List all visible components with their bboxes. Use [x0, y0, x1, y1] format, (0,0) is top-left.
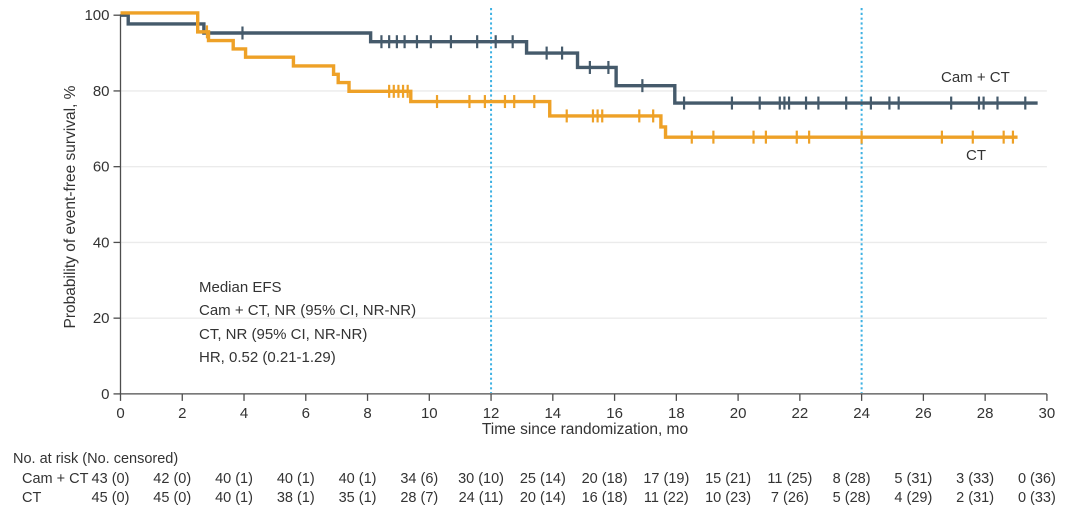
svg-text:4: 4 [240, 405, 248, 422]
risk-cell: 28 (7) [400, 490, 439, 506]
risk-cell: 43 (0) [91, 471, 130, 487]
series-label-ct: CT [966, 147, 986, 164]
risk-cell: 10 (23) [705, 490, 752, 506]
svg-text:6: 6 [302, 405, 310, 422]
risk-cell: 40 (1) [215, 471, 253, 487]
svg-text:60: 60 [93, 159, 110, 176]
risk-cell: 40 (1) [276, 471, 315, 487]
risk-cell: 7 (26) [770, 490, 809, 506]
median-efs-annotation: Median EFS Cam + CT, NR (95% CI, NR-NR) … [199, 276, 416, 370]
annotation-line-median-efs: Median EFS [199, 279, 282, 296]
reference-lines [490, 8, 863, 393]
annotation-line-hr: HR, 0.52 (0.21-1.29) [199, 349, 336, 367]
risk-cell: 17 (19) [643, 471, 690, 487]
risk-cell: 20 (18) [581, 471, 628, 487]
svg-text:18: 18 [668, 405, 685, 422]
risk-cell: 35 (1) [338, 490, 377, 506]
svg-text:2: 2 [178, 405, 186, 422]
risk-cell: 42 (0) [153, 471, 192, 487]
risk-cell: 34 (6) [400, 471, 439, 487]
risk-cell: 24 (11) [458, 490, 504, 506]
risk-cell: 0 (33) [1017, 490, 1056, 506]
risk-cell: 5 (31) [894, 471, 933, 487]
risk-cell: 11 (25) [767, 471, 813, 487]
svg-text:14: 14 [544, 405, 561, 422]
svg-text:40: 40 [93, 234, 110, 251]
risk-cell: 40 (1) [215, 490, 253, 506]
axes [113, 14, 1048, 401]
y-tick-labels: 0 20 40 60 80 100 [84, 7, 109, 403]
risk-row-label-ct: CT [22, 490, 42, 506]
svg-text:22: 22 [792, 405, 809, 422]
series-ct [120, 11, 1018, 144]
series-label-cam-ct: Cam + CT [941, 69, 1010, 86]
svg-text:100: 100 [84, 7, 109, 24]
risk-cell: 3 (33) [956, 471, 995, 487]
risk-cell: 45 (0) [91, 490, 130, 506]
risk-table-header: No. at risk (No. censored) [13, 451, 179, 467]
svg-text:8: 8 [363, 405, 371, 422]
risk-cell: 8 (28) [832, 471, 871, 487]
risk-cell: 4 (29) [894, 490, 933, 506]
annotation-line-cam-ct: Cam + CT, NR (95% CI, NR-NR) [199, 302, 417, 320]
risk-cell: 40 (1) [338, 471, 377, 487]
svg-text:0: 0 [116, 405, 124, 422]
risk-cell: 45 (0) [153, 490, 192, 506]
km-plot-canvas: 0 20 40 60 80 100 0 2 4 6 8 10 12 14 16 18 20 22 24 26 28 30 [84, 7, 1055, 422]
series-cam-ct [120, 13, 1038, 110]
risk-cell: 20 (14) [519, 490, 566, 506]
risk-cell: 11 (22) [643, 490, 689, 506]
svg-text:20: 20 [730, 405, 747, 422]
svg-text:80: 80 [93, 83, 110, 100]
risk-cell: 0 (36) [1017, 471, 1056, 487]
risk-cell: 38 (1) [276, 490, 315, 506]
risk-cell: 16 (18) [581, 490, 628, 506]
svg-text:20: 20 [93, 310, 110, 327]
risk-cell: 5 (28) [832, 490, 871, 506]
risk-row-label-cam-ct: Cam + CT [22, 471, 89, 487]
svg-text:12: 12 [483, 405, 500, 422]
svg-text:0: 0 [101, 386, 109, 403]
svg-text:24: 24 [853, 405, 870, 422]
risk-cell: 30 (10) [458, 471, 505, 487]
risk-cell: 2 (31) [956, 490, 995, 506]
svg-text:16: 16 [606, 405, 623, 422]
svg-text:10: 10 [421, 405, 438, 422]
x-axis-label: Time since randomization, mo [481, 421, 689, 438]
annotation-line-ct: CT, NR (95% CI, NR-NR) [199, 325, 368, 343]
gridlines [120, 90, 1047, 319]
svg-text:26: 26 [915, 405, 932, 422]
x-tick-labels: 0 2 4 6 8 10 12 14 16 18 20 22 24 26 28 30 [116, 405, 1055, 422]
svg-text:30: 30 [1039, 405, 1056, 422]
risk-cell: 15 (21) [705, 471, 752, 487]
risk-cell: 25 (14) [519, 471, 566, 487]
svg-text:28: 28 [977, 405, 994, 422]
